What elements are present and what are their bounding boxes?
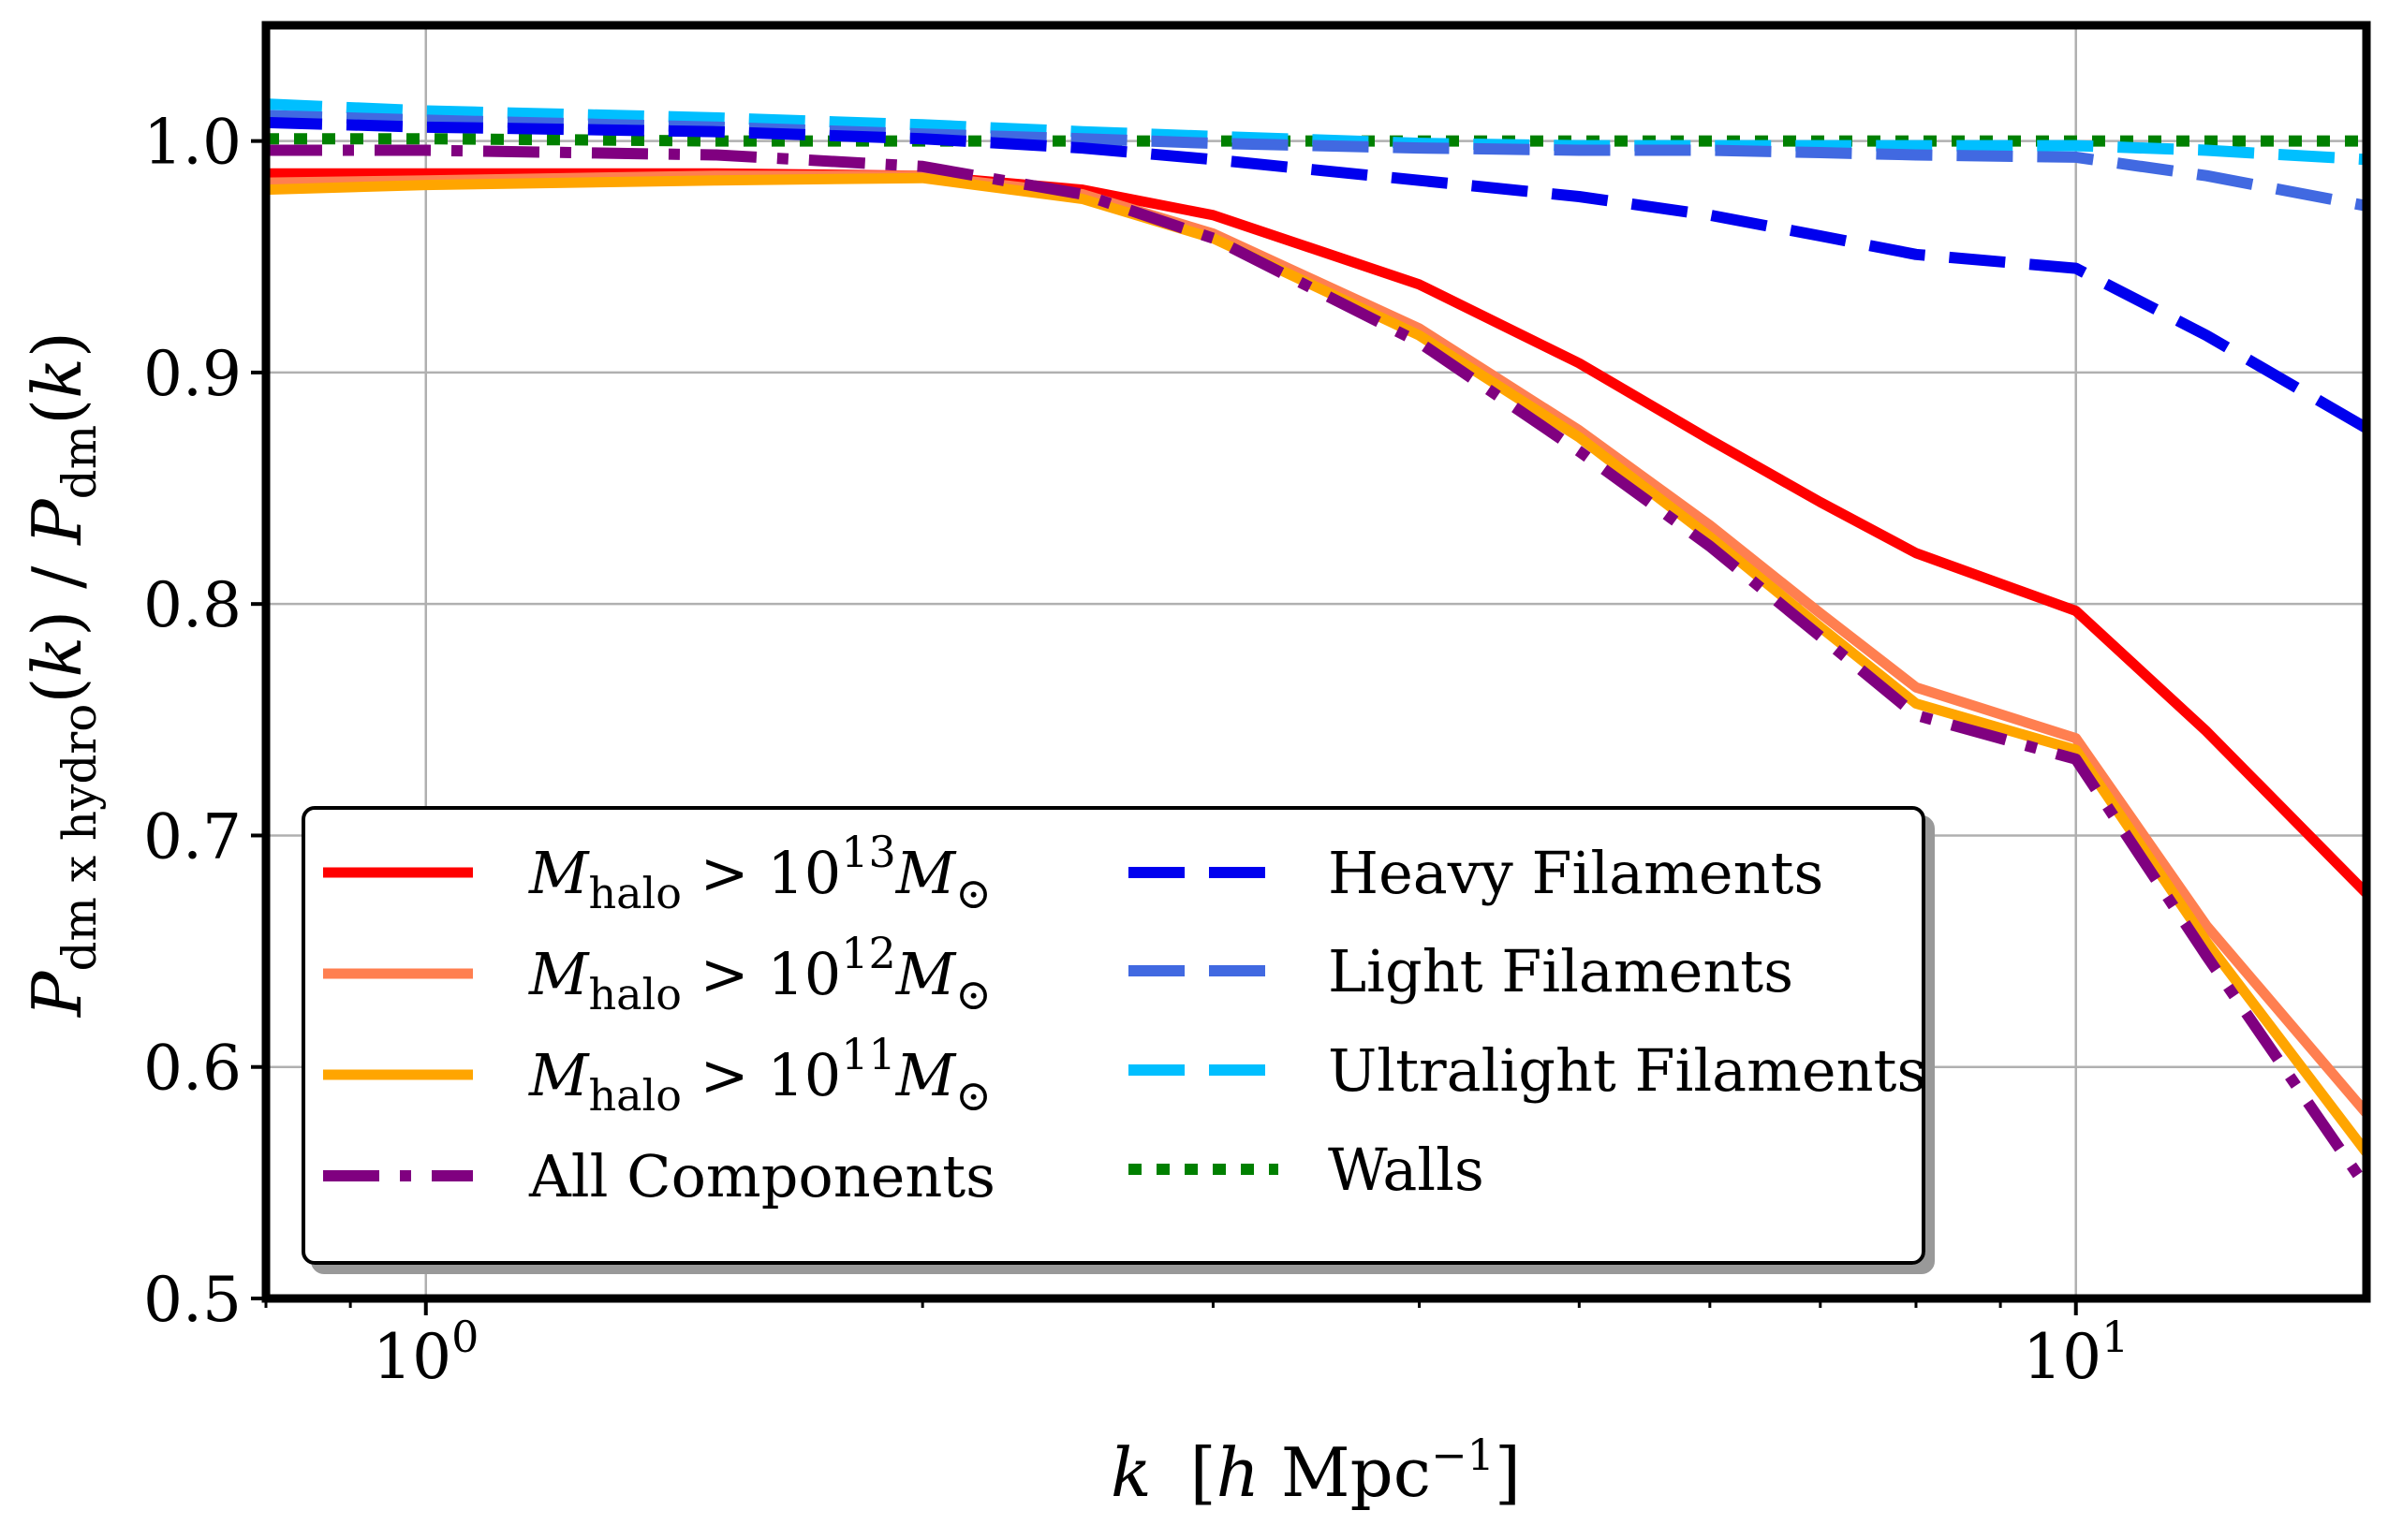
legend-label-part-1-1: halo [588,969,681,1019]
x-tick-label-base-1: 10 [2023,1321,2101,1393]
legend-label-part-0-5: ⊙ [955,868,992,918]
series-line-2 [266,172,2366,1156]
y-tick-label-4: 0.9 [143,338,242,410]
y-axis-label-close1: ) [18,610,96,637]
legend-label-6: Ultralight Filaments [1328,1036,1926,1105]
y-axis-label-open2: ( [18,399,96,425]
legend-label-part-2-5: ⊙ [955,1070,992,1121]
legend-label-part-1-3: 12 [841,928,896,978]
series-lines [266,98,2366,1191]
legend-label-7: Walls [1328,1136,1484,1204]
legend-label-part-0-1: halo [588,868,681,918]
y-axis-label-slash: / [18,545,96,610]
x-tick-label-1: 101 [2023,1312,2129,1393]
x-tick-label-base-0: 10 [373,1321,451,1393]
y-tick-label-3: 0.8 [143,569,242,641]
y-axis-label-p1: P [18,970,96,1019]
legend-label-part-1-0: M [528,940,590,1008]
x-axis-label-k: k [1111,1433,1152,1512]
series-line-4 [266,116,2366,433]
legend-label-part-2-1: halo [588,1070,681,1121]
x-tick-label-exp-0: 0 [451,1312,479,1362]
legend: Mhalo > 1013M⊙Mhalo > 1012M⊙Mhalo > 1011… [302,806,1926,1265]
y-axis-label: Pdm x hydro(k) / Pdm(k) [18,331,107,1019]
series-line-3 [266,144,2366,1191]
y-axis-label-open1: ( [18,678,96,704]
x-axis-label-exp: −1 [1431,1430,1495,1480]
x-tick-labels: 100 101 [373,1312,2129,1393]
legend-label-part-2-4: M [895,1041,957,1109]
legend-label-part-0-2: > 10 [682,839,841,907]
legend-label-part-1-2: > 10 [682,940,841,1008]
legend-box [302,806,1925,1265]
legend-label-part-1-5: ⊙ [955,969,992,1019]
series-line-5 [266,110,2366,212]
x-tick-label-exp-1: 1 [2101,1312,2129,1362]
legend-label-part-0-0: M [528,839,590,907]
y-axis-label-sub1: dm x hydro [52,704,107,972]
legend-label-part-0-4: M [895,839,957,907]
legend-label-part-0-3: 13 [841,827,896,877]
x-tick-label-0: 100 [373,1312,479,1393]
legend-label-1: Mhalo > 1012M⊙ [528,928,992,1019]
x-axis-label-mpc: Mpc [1260,1433,1431,1512]
x-axis-label: k [h Mpc−1] [1111,1430,1521,1512]
y-axis-label-p2: P [18,498,96,547]
legend-label-5: Light Filaments [1328,937,1793,1005]
y-axis-label-sub2: dm [52,425,107,499]
y-axis-label-k1: k [18,637,96,678]
legend-label-part-2-0: M [528,1041,590,1109]
legend-label-3: All Components [528,1142,995,1210]
legend-label-0: Mhalo > 1013M⊙ [528,827,992,918]
plot-frame [261,21,2371,1303]
legend-label-4: Heavy Filaments [1328,839,1823,907]
axis-ticks [251,139,2078,1315]
y-tick-label-0: 0.5 [143,1264,242,1336]
x-axis-label-bracket-close: ] [1495,1433,1521,1512]
legend-label-part-2-3: 11 [841,1029,896,1079]
y-tick-label-5: 1.0 [143,107,242,179]
legend-label-part-1-4: M [895,940,957,1008]
x-axis-label-bracket-open: [ [1190,1433,1216,1512]
y-axis-label-k2: k [18,358,96,399]
y-tick-label-1: 0.6 [143,1033,242,1105]
x-axis-label-h: h [1216,1433,1260,1512]
series-line-7 [266,133,2366,147]
y-tick-label-2: 0.7 [143,800,242,873]
legend-label-2: Mhalo > 1011M⊙ [528,1029,992,1121]
legend-label-part-2-2: > 10 [682,1041,841,1109]
y-tick-labels: 0.5 0.6 0.7 0.8 0.9 1.0 [143,107,242,1336]
y-axis-label-close2: ) [18,331,96,358]
